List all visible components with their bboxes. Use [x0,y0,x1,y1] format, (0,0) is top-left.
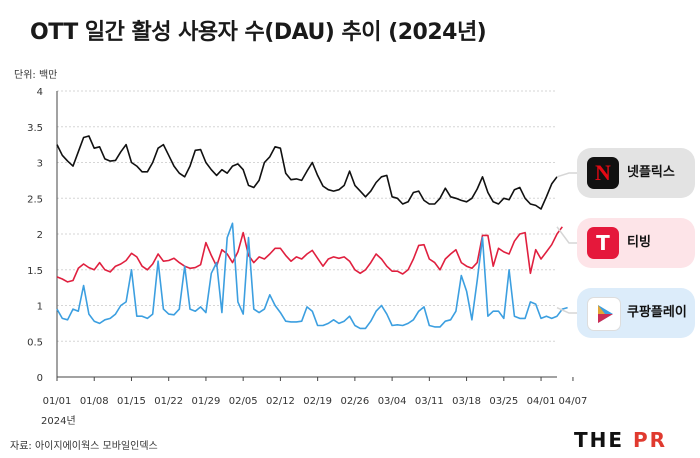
x-tick-label: 01/15 [117,396,146,407]
x-tick-label: 03/04 [378,396,407,407]
x-tick-label: 02/19 [303,396,332,407]
connector-tving [556,226,577,244]
x-tick-label: 01/08 [80,396,109,407]
brand-logo: THE PR [574,428,667,452]
y-tick-label: 3 [37,159,43,170]
series-line-tving [56,226,563,283]
source-note: 자료: 아이지에이웍스 모바일인덱스 [10,441,158,452]
legend-tving-label: 티빙 [627,235,651,250]
netflix-logo-icon: N [587,157,619,189]
x-tick-label: 01/01 [43,396,72,407]
gridlines [57,90,557,342]
chart-title: OTT 일간 활성 사용자 수(DAU) 추이 (2024년) [30,20,487,45]
y-tick-label: 1 [37,302,43,313]
legend-tving: T 티빙 [577,218,695,268]
axes: 0 0.5 1 1.5 2 2.5 3 3.5 4 01/01 01/08 01/15 01/22 01/… [27,87,587,407]
y-tick-label: 4 [37,87,43,98]
x-tick-label: 03/25 [489,396,518,407]
legend-coupang: 쿠팡플레이 [577,288,695,338]
legend-coupang-label: 쿠팡플레이 [627,305,687,320]
x-tick-label: 04/01 [527,396,556,407]
x-tick-label: 01/22 [154,396,183,407]
play-triangle-icon [598,305,613,323]
connector-netflix [556,172,577,178]
x-tick-label: 04/07 [559,396,588,407]
brand-the: THE [574,428,634,452]
y-tick-label: 3.5 [27,123,43,134]
legend-netflix: N 넷플릭스 [577,148,695,198]
brand-pr: PR [633,428,668,452]
series-line-netflix [56,135,558,210]
x-tick-label: 02/05 [229,396,258,407]
y-tick-label: 1.5 [27,266,43,277]
y-tick-label: 0 [37,373,43,384]
x-tick-label: 01/29 [192,396,221,407]
unit-label: 단위: 백만 [14,70,58,81]
legend-netflix-label: 넷플릭스 [627,165,675,180]
series-lines [56,135,568,330]
x-tick-label: 02/26 [340,396,369,407]
x-tick-label: 02/12 [266,396,295,407]
year-label: 2024년 [41,416,76,427]
coupang-play-logo-icon [587,297,621,331]
y-tick-label: 0.5 [27,337,43,348]
x-tick-label: 03/18 [452,396,481,407]
legend-connectors [556,172,577,314]
connector-coupang [556,306,577,314]
y-tick-label: 2 [37,230,43,241]
x-tick-label: 03/11 [415,396,444,407]
series-line-coupang [56,222,568,330]
tving-logo-icon: T [587,227,619,259]
y-tick-label: 2.5 [27,194,43,205]
